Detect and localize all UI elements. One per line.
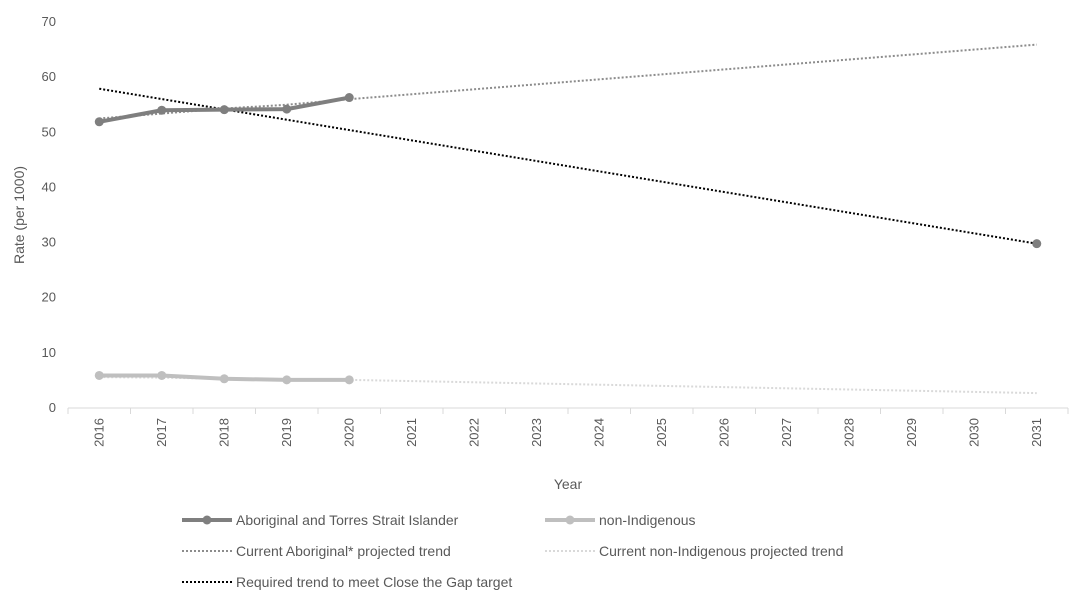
x-tick-label: 2029	[904, 418, 919, 447]
legend-item: Required trend to meet Close the Gap tar…	[182, 574, 512, 590]
x-tick-label: 2025	[654, 418, 669, 447]
legend-marker	[565, 515, 575, 525]
y-tick-label: 50	[42, 124, 56, 139]
x-tick-label: 2027	[779, 418, 794, 447]
x-axis-ticks: 2016 2017 2018 2019 2020 2021 2022 2023 2024 2025…	[91, 418, 1044, 447]
data-point	[157, 370, 167, 380]
x-tick-label: 2028	[841, 418, 856, 447]
legend-marker	[202, 515, 212, 525]
y-axis-title: Rate (per 1000)	[11, 166, 27, 264]
y-tick-label: 10	[42, 345, 56, 360]
y-tick-label: 30	[42, 235, 56, 250]
legend-label: Required trend to meet Close the Gap tar…	[236, 574, 512, 590]
legend-label: Current Aboriginal* projected trend	[236, 543, 451, 559]
legend-item: Current Aboriginal* projected trend	[182, 543, 451, 559]
series-line	[99, 87, 1037, 245]
legend-label: Aboriginal and Torres Strait Islander	[236, 512, 459, 528]
data-point	[344, 93, 354, 103]
data-point	[94, 370, 104, 380]
data-point	[219, 105, 229, 115]
x-tick-label: 2031	[1029, 418, 1044, 447]
y-tick-label: 0	[49, 400, 56, 415]
legend-label: non-Indigenous	[599, 512, 696, 528]
y-tick-label: 20	[42, 290, 56, 305]
x-tick-label: 2016	[91, 418, 106, 447]
x-tick-label: 2019	[279, 418, 294, 447]
x-tick-label: 2026	[716, 418, 731, 447]
x-tick-label: 2022	[466, 418, 481, 447]
legend-item: Aboriginal and Torres Strait Islander	[182, 512, 459, 528]
series-layer	[94, 43, 1042, 395]
y-tick-label: 60	[42, 69, 56, 84]
x-tick-label: 2030	[966, 418, 981, 447]
data-point	[219, 374, 229, 384]
data-point	[1032, 239, 1042, 249]
legend-item: non-Indigenous	[545, 512, 696, 528]
data-point	[344, 375, 354, 385]
plot-area	[67, 407, 1069, 414]
data-point	[282, 104, 292, 114]
y-tick-label: 40	[42, 179, 56, 194]
legend: Aboriginal and Torres Strait Islander non…	[182, 512, 843, 590]
data-point	[94, 117, 104, 127]
legend-label: Current non-Indigenous projected trend	[599, 543, 843, 559]
legend-item: Current non-Indigenous projected trend	[545, 543, 843, 559]
x-tick-label: 2023	[529, 418, 544, 447]
x-axis-title: Year	[554, 476, 583, 492]
x-tick-label: 2021	[404, 418, 419, 447]
y-tick-label: 70	[42, 14, 56, 29]
data-point	[282, 375, 292, 385]
x-tick-label: 2017	[154, 418, 169, 447]
x-tick-label: 2018	[216, 418, 231, 447]
data-point	[157, 105, 167, 115]
y-axis-ticks: 0 10 20 30 40 50 60 70	[42, 14, 56, 415]
x-tick-label: 2024	[591, 418, 606, 447]
series-line	[99, 43, 1037, 120]
x-tick-label: 2020	[341, 418, 356, 447]
